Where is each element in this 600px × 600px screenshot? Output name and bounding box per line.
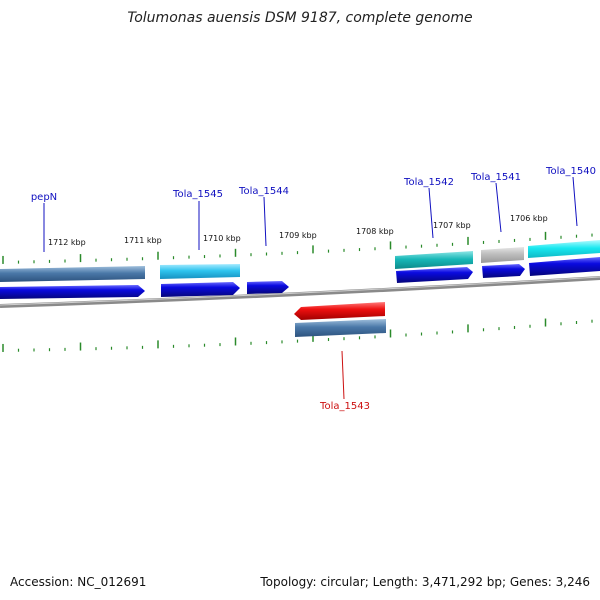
leader-tola-1542 [428, 187, 434, 239]
leader-lines [43, 176, 578, 400]
forward-cds-track [0, 257, 600, 299]
cds-arrow-tola-1541[interactable] [482, 264, 525, 278]
gene-label-tola-1542: Tola_1542 [403, 177, 454, 188]
scale-label-1707: 1707 kbp [433, 221, 471, 230]
scale-label-1710: 1710 kbp [203, 234, 241, 243]
leader-tola-1541 [495, 182, 502, 233]
outer-tick-ring [2, 231, 593, 264]
cds-arrow-tola-1543[interactable] [294, 302, 385, 320]
scale-label-1706: 1706 kbp [510, 214, 548, 223]
scale-label-1712: 1712 kbp [48, 238, 86, 247]
gene-label-tola-1544: Tola_1544 [238, 186, 289, 197]
scale-label-1709: 1709 kbp [279, 231, 317, 240]
accession-text: Accession: NC_012691 [10, 575, 147, 589]
gene-box-tola-1540[interactable] [528, 240, 600, 258]
gene-label-tola-1543: Tola_1543 [319, 401, 370, 412]
leader-tola-1544 [263, 196, 267, 247]
gene-label-tola-1540: Tola_1540 [545, 166, 596, 177]
scale-labels: 1712 kbp 1711 kbp 1710 kbp 1709 kbp 1708… [48, 214, 548, 247]
scale-label-1711: 1711 kbp [124, 236, 162, 245]
cds-arrow-tola-1540[interactable] [529, 257, 600, 276]
gene-label-tola-1541: Tola_1541 [470, 172, 521, 183]
gene-labels: pepN Tola_1545 Tola_1544 Tola_1542 Tola_… [31, 166, 596, 412]
gene-label-tola-1545: Tola_1545 [172, 189, 223, 200]
gene-box-tola-1541[interactable] [481, 247, 524, 263]
gene-label-pepN: pepN [31, 192, 57, 203]
forward-gene-track [0, 240, 600, 282]
gene-box-pepN[interactable] [0, 266, 145, 282]
genome-summary-text: Topology: circular; Length: 3,471,292 bp… [260, 575, 590, 589]
leader-tola-1543 [341, 350, 345, 400]
cds-arrow-tola-1545[interactable] [161, 282, 240, 297]
cds-arrow-pepN[interactable] [0, 285, 145, 299]
gene-box-tola-1543[interactable] [295, 319, 386, 337]
cds-arrow-tola-1544[interactable] [247, 281, 289, 294]
scale-label-1708: 1708 kbp [356, 227, 394, 236]
gene-box-tola-1545[interactable] [160, 264, 240, 279]
reverse-strand-track [294, 302, 386, 337]
leader-tola-1540 [572, 176, 578, 227]
cds-arrow-tola-1542[interactable] [396, 267, 473, 283]
gene-box-tola-1542[interactable] [395, 251, 473, 269]
genome-title: Tolumonas auensis DSM 9187, complete gen… [127, 10, 473, 26]
genome-backbone [0, 276, 600, 308]
inner-tick-ring [2, 318, 593, 352]
